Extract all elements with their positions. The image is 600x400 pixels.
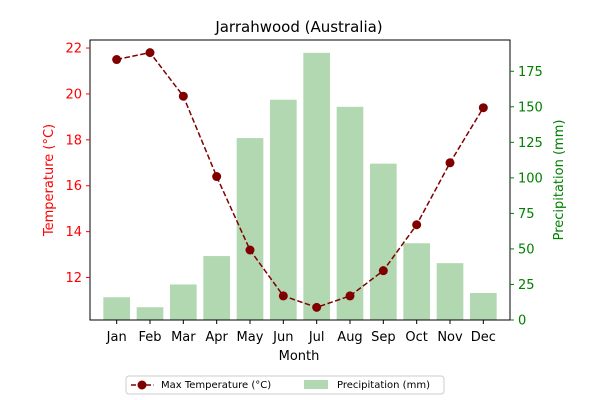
legend: Max Temperature (°C) Precipitation (mm) [125, 375, 445, 395]
x-tick-label: May [237, 330, 264, 345]
temperature-point [345, 291, 355, 301]
temperature-line-path [116, 51, 484, 309]
temperature-point [445, 158, 455, 168]
right-tick-label: 125 [518, 136, 543, 151]
left-tick-label: 14 [65, 225, 82, 240]
precipitation-bar [270, 99, 297, 320]
right-tick-label: 0 [518, 314, 526, 329]
x-tick-label: Mar [171, 330, 196, 345]
legend-temperature-label: Max Temperature (°C) [161, 380, 271, 391]
right-axis-label: Precipitation (mm) [552, 120, 567, 241]
x-tick-label: Nov [437, 330, 463, 345]
x-axis: Jan Feb Mar Apr May Jun Jul Aug Sep Oct Nov Dec [106, 320, 496, 345]
temperature-point [245, 245, 255, 255]
precipitation-bar [436, 263, 464, 320]
left-axis-label: Temperature (°C) [42, 124, 57, 237]
right-tick-label: 100 [518, 171, 543, 186]
left-tick-label: 18 [65, 133, 82, 148]
precipitation-bar [136, 307, 164, 320]
temperature-point [412, 220, 422, 230]
x-tick-label: Sep [371, 330, 396, 345]
right-tick-label: 175 [518, 65, 543, 80]
left-y-axis: 12 14 16 18 20 22 [65, 42, 90, 286]
x-tick-label: Dec [471, 330, 496, 345]
right-tick-label: 50 [518, 242, 535, 257]
x-axis-label: Month [279, 349, 320, 364]
temperature-point [178, 91, 188, 101]
precipitation-bar [470, 292, 497, 320]
x-tick-label: Jul [308, 330, 325, 345]
x-tick-label: Aug [337, 330, 362, 345]
x-tick-label: Jun [272, 330, 293, 345]
legend-precipitation-swatch [304, 380, 328, 389]
temperature-line [112, 48, 488, 312]
temperature-point [145, 48, 155, 58]
x-tick-label: Jan [106, 330, 127, 345]
temperature-point [312, 302, 322, 312]
left-tick-label: 16 [65, 179, 82, 194]
x-tick-label: Oct [405, 330, 427, 345]
precipitation-bar [336, 106, 364, 320]
legend-precipitation-label: Precipitation (mm) [337, 380, 430, 391]
precipitation-bar [203, 256, 230, 320]
right-tick-label: 75 [518, 207, 535, 222]
precipitation-bar [303, 52, 330, 321]
right-y-axis: 0 25 50 75 100 125 150 175 [510, 65, 543, 329]
right-tick-label: 25 [518, 278, 535, 293]
temperature-point [378, 266, 388, 276]
precipitation-bar [170, 284, 197, 320]
x-tick-label: Apr [205, 330, 228, 345]
x-tick-label: Feb [138, 330, 161, 345]
chart-title: Jarrahwood (Australia) [214, 18, 382, 36]
legend-temperature-marker [137, 380, 147, 390]
temperature-point [478, 103, 488, 113]
precipitation-bar [103, 297, 130, 320]
left-tick-label: 22 [65, 42, 82, 57]
temperature-point [212, 172, 222, 182]
precipitation-bar [370, 163, 397, 320]
plot-frame [89, 39, 511, 321]
legend-frame [125, 375, 445, 395]
temperature-point [112, 55, 122, 65]
precipitation-bar [403, 243, 430, 320]
temperature-point [278, 291, 288, 301]
right-tick-label: 150 [518, 100, 543, 115]
left-tick-label: 12 [65, 271, 82, 286]
precipitation-bars [103, 52, 497, 321]
left-tick-label: 20 [65, 87, 82, 102]
